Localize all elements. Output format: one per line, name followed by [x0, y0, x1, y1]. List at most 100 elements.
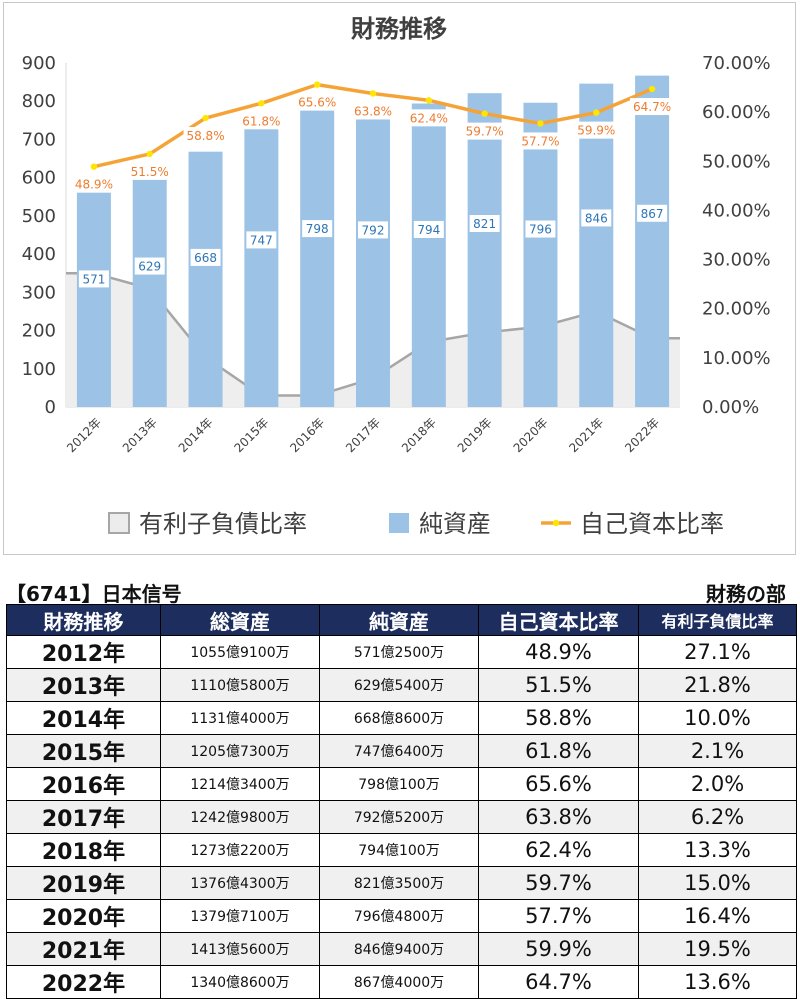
- net-assets-bar: [132, 166, 167, 407]
- equity-ratio-point: [202, 114, 209, 122]
- cell-net-assets: 747億6400万: [319, 734, 479, 768]
- equity-ratio-point: [369, 90, 377, 97]
- x-tick-label: 2016年: [287, 415, 327, 455]
- equity-ratio-point: [537, 120, 544, 127]
- table-row: 2016年 1214億3400万 798億100万 65.6% 2.0%: [6, 767, 797, 801]
- cell-equity-ratio: 61.8%: [478, 734, 639, 768]
- y2-tick-label: 50.00%: [702, 151, 771, 172]
- cell-total-assets: 1205億7300万: [160, 734, 320, 768]
- line-value-label: 51.5%: [131, 165, 169, 179]
- x-tick-label: 2017年: [343, 415, 383, 455]
- header-equity-ratio: 自己資本比率: [478, 604, 639, 636]
- cell-equity-ratio: 58.8%: [478, 701, 639, 735]
- line-value-label: 48.9%: [75, 178, 113, 192]
- bar-label-bg: [581, 209, 612, 227]
- y2-tick-label: 30.00%: [702, 250, 771, 271]
- line-label-bg: [351, 102, 395, 120]
- line-label-bg: [518, 132, 563, 150]
- bar-label-bg: [134, 257, 165, 275]
- finance-chart: 財務推移 571 629 668 747 798 792 794 821 796 846 867 48.…: [22, 15, 771, 538]
- bar-value-label: 571: [82, 272, 105, 286]
- net-assets-bar: [635, 75, 670, 407]
- bar-label-bg: [246, 231, 277, 249]
- cell-net-assets: 846億9400万: [319, 932, 479, 966]
- cell-total-assets: 1055億9100万: [160, 635, 320, 669]
- table-row: 2021年 1413億5600万 846億9400万 59.9% 19.5%: [6, 932, 797, 966]
- cell-total-assets: 1273億2200万: [160, 833, 320, 867]
- x-tick-label: 2020年: [511, 415, 551, 455]
- legend-label-net-assets: 純資産: [419, 510, 491, 538]
- cell-period: 2015年: [6, 734, 161, 768]
- cell-debt-ratio: 27.1%: [638, 635, 797, 669]
- cell-net-assets: 867億4000万: [319, 965, 479, 999]
- cell-net-assets: 668億8600万: [319, 701, 479, 735]
- y-tick-label: 200: [22, 321, 56, 342]
- cell-equity-ratio: 63.8%: [478, 800, 639, 834]
- cell-equity-ratio: 64.7%: [478, 965, 639, 999]
- y-tick-label: 0: [45, 397, 56, 418]
- bar-value-label: 867: [641, 207, 664, 221]
- bar-label-bg: [469, 214, 500, 232]
- y-tick-label: 300: [22, 282, 56, 303]
- bar-label-bg: [413, 220, 444, 238]
- table-row: 2015年 1205億7300万 747億6400万 61.8% 2.1%: [6, 734, 797, 768]
- cell-period: 2012年: [6, 635, 161, 669]
- cell-period: 2019年: [6, 866, 161, 900]
- line-value-label: 58.8%: [186, 129, 224, 143]
- legend-label-equity-ratio: 自己資本比率: [580, 510, 724, 538]
- y2-tick-label: 20.00%: [702, 299, 771, 320]
- line-label-bg: [574, 121, 619, 139]
- bar-label-bg: [190, 248, 221, 266]
- x-tick-label: 2014年: [176, 415, 216, 455]
- table-row: 2017年 1242億9800万 792億5200万 63.8% 6.2%: [6, 800, 797, 834]
- x-tick-label: 2013年: [120, 415, 160, 455]
- cell-net-assets: 629億5400万: [319, 668, 479, 702]
- line-value-label: 62.4%: [410, 111, 448, 125]
- legend-swatch-equity-marker: [552, 519, 560, 527]
- x-tick-label: 2019年: [455, 415, 495, 455]
- cell-net-assets: 798億100万: [319, 767, 479, 801]
- chart-container: 財務推移 571 629 668 747 798 792 794 821 796 846 867 48.…: [3, 2, 796, 555]
- y-tick-label: 600: [22, 168, 56, 189]
- y-tick-label: 800: [22, 91, 56, 112]
- net-assets-bar: [411, 103, 446, 407]
- table-row: 2019年 1376億4300万 821億3500万 59.7% 15.0%: [6, 866, 797, 900]
- cell-equity-ratio: 51.5%: [478, 668, 639, 702]
- equity-ratio-point: [648, 85, 656, 93]
- line-label-bg: [462, 122, 507, 140]
- table-row: 2020年 1379億7100万 796億4800万 57.7% 16.4%: [6, 899, 797, 933]
- table-row: 2013年 1110億5800万 629億5400万 51.5% 21.8%: [6, 668, 797, 702]
- y2-tick-label: 10.00%: [702, 348, 771, 369]
- cell-debt-ratio: 19.5%: [638, 932, 797, 966]
- bar-value-label: 796: [529, 223, 552, 237]
- line-value-label: 57.7%: [521, 134, 559, 148]
- cell-net-assets: 796億4800万: [319, 899, 479, 933]
- cell-period: 2017年: [6, 800, 161, 834]
- legend-swatch-net-assets: [389, 513, 409, 533]
- legend-swatch-debt-ratio: [108, 512, 130, 534]
- cell-period: 2021年: [6, 932, 161, 966]
- cell-total-assets: 1340億8600万: [160, 965, 320, 999]
- y-tick-label: 700: [22, 129, 56, 150]
- cell-net-assets: 821億3500万: [319, 866, 479, 900]
- bar-label-bg: [525, 220, 556, 238]
- table-row: 2022年 1340億8600万 867億4000万 64.7% 13.6%: [6, 965, 797, 999]
- cell-period: 2018年: [6, 833, 161, 867]
- bar-value-label: 846: [585, 211, 608, 225]
- net-assets-bar: [356, 104, 390, 407]
- cell-total-assets: 1214億3400万: [160, 767, 320, 801]
- equity-ratio-point: [258, 100, 265, 107]
- line-label-bg: [630, 98, 675, 116]
- finance-table: 財務推移 総資産 純資産 自己資本比率 有利子負債比率 2012年 1055億91…: [6, 604, 797, 999]
- cell-debt-ratio: 15.0%: [638, 866, 797, 900]
- cell-period: 2016年: [6, 767, 161, 801]
- line-value-label: 59.9%: [577, 124, 615, 138]
- y-tick-label: 100: [22, 359, 56, 380]
- cell-debt-ratio: 13.3%: [638, 833, 797, 867]
- line-value-label: 64.7%: [633, 100, 671, 114]
- cell-equity-ratio: 57.7%: [478, 899, 639, 933]
- y2-tick-label: 70.00%: [702, 53, 771, 74]
- header-net-assets: 純資産: [319, 604, 479, 636]
- cell-equity-ratio: 59.7%: [478, 866, 639, 900]
- line-label-bg: [406, 109, 451, 127]
